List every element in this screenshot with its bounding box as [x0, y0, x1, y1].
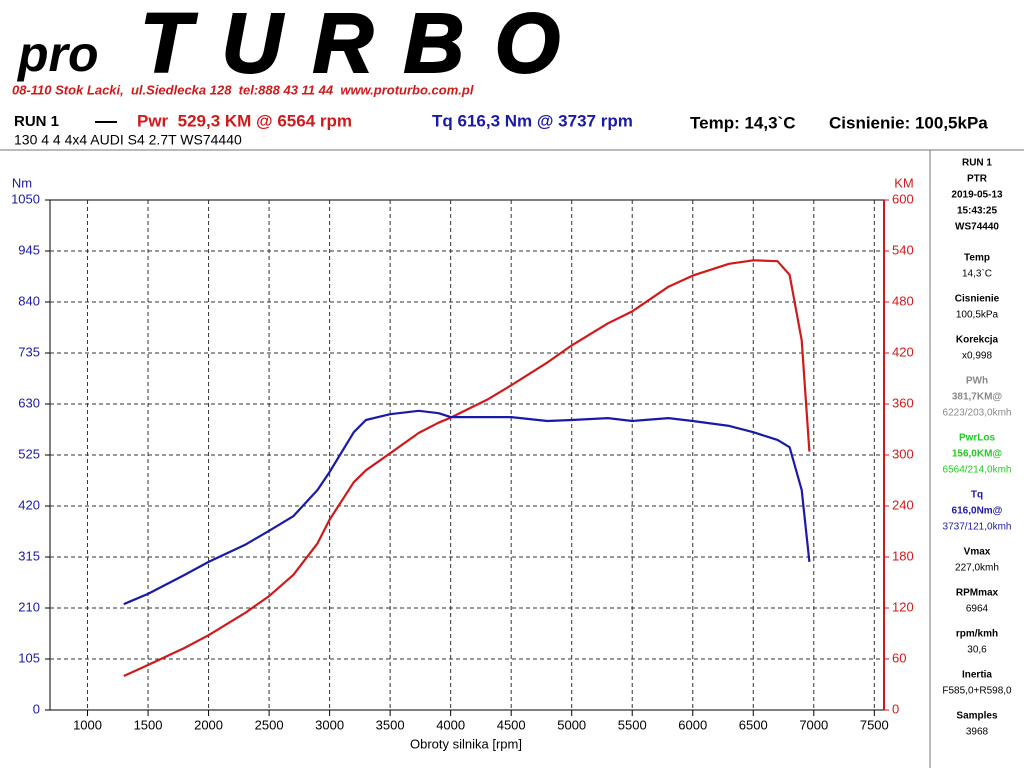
side-label: Samples: [956, 711, 998, 722]
side-label: Vmax: [964, 547, 991, 558]
x-tick-label: 5000: [557, 717, 586, 732]
y2-tick-label: 240: [892, 497, 914, 512]
side-value: 30,6: [967, 645, 987, 656]
side-value: 6564/214,0kmh: [943, 465, 1012, 476]
temp: Temp: 14,3`C: [690, 113, 796, 132]
side-value: 381,7KM@: [952, 392, 1003, 403]
x-tick-label: 3000: [315, 717, 344, 732]
side-value: x0,998: [962, 351, 992, 362]
y2-tick-label: 300: [892, 446, 914, 461]
side-value: 3968: [966, 727, 989, 738]
y-tick-label: 525: [18, 446, 40, 461]
side-value: F585,0+R598,0: [942, 686, 1012, 697]
y-tick-label: 105: [18, 650, 40, 665]
y2-tick-label: 0: [892, 701, 899, 716]
logo-pro: pro: [16, 26, 99, 82]
y2-tick-label: 120: [892, 599, 914, 614]
y2-tick-label: 360: [892, 395, 914, 410]
y-tick-label: 0: [33, 701, 40, 716]
y2-tick-label: 420: [892, 344, 914, 359]
side-header: 2019-05-13: [951, 190, 1003, 201]
x-tick-label: 4000: [436, 717, 465, 732]
side-label: Cisnienie: [955, 294, 1000, 305]
side-header: WS74440: [955, 222, 999, 233]
y-tick-label: 1050: [11, 191, 40, 206]
x-tick-label: 6000: [678, 717, 707, 732]
side-header: 15:43:25: [957, 206, 997, 217]
x-tick-label: 2000: [194, 717, 223, 732]
y2-tick-label: 480: [892, 293, 914, 308]
legend-torque: Tq 616,3 Nm @ 3737 rpm: [432, 111, 633, 130]
side-label: rpm/kmh: [956, 629, 998, 640]
x-tick-label: 3500: [376, 717, 405, 732]
logo-turbo: TURBO: [140, 0, 560, 90]
x-tick-label: 7000: [799, 717, 828, 732]
side-label: Tq: [971, 490, 983, 501]
side-value: 100,5kPa: [956, 310, 999, 321]
y-tick-label: 420: [18, 497, 40, 512]
y-tick-label: 840: [18, 293, 40, 308]
x-tick-label: 6500: [739, 717, 768, 732]
y2-tick-label: 60: [892, 650, 906, 665]
y-tick-label: 315: [18, 548, 40, 563]
side-label: Inertia: [962, 670, 992, 681]
y-tick-label: 210: [18, 599, 40, 614]
x-tick-label: 7500: [860, 717, 889, 732]
side-value: 156,0KM@: [952, 449, 1003, 460]
side-label: RPMmax: [956, 588, 999, 599]
side-value: 227,0kmh: [955, 563, 999, 574]
x-axis-label: Obroty silnika [rpm]: [410, 736, 522, 751]
y2-axis-label: KM: [894, 175, 914, 190]
x-tick-label: 2500: [255, 717, 284, 732]
pressure: Cisnienie: 100,5kPa: [829, 113, 988, 132]
series-line: [123, 409, 811, 606]
y-tick-label: 945: [18, 242, 40, 257]
y-tick-label: 630: [18, 395, 40, 410]
side-value: 14,3`C: [962, 268, 992, 280]
series-line: [123, 259, 811, 678]
side-header: RUN 1: [962, 158, 992, 169]
y2-tick-label: 540: [892, 242, 914, 257]
side-label: Temp: [964, 253, 990, 264]
side-label: PWh: [966, 376, 988, 387]
x-tick-label: 5500: [618, 717, 647, 732]
run: RUN 1: [14, 113, 59, 130]
address: 08-110 Stok Lacki, ul.Siedlecka 128 tel:…: [12, 82, 474, 97]
x-tick-label: 1500: [134, 717, 163, 732]
x-tick-label: 4500: [497, 717, 526, 732]
side-header: PTR: [967, 174, 988, 185]
legend-power: Pwr 529,3 KM @ 6564 rpm: [137, 111, 352, 130]
y-axis-label: Nm: [12, 175, 32, 190]
side-value: 6964: [966, 604, 989, 615]
y2-tick-label: 180: [892, 548, 914, 563]
side-label: Korekcja: [956, 335, 999, 346]
y2-tick-label: 600: [892, 191, 914, 206]
side-value: 3737/121,0kmh: [943, 522, 1012, 533]
side-label: PwrLos: [959, 433, 996, 444]
vehicle: 130 4 4 4x4 AUDI S4 2.7T WS74440: [14, 132, 242, 148]
x-tick-label: 1000: [73, 717, 102, 732]
side-value: 6223/203,0kmh: [943, 408, 1012, 419]
side-value: 616,0Nm@: [952, 506, 1003, 517]
y-tick-label: 735: [18, 344, 40, 359]
